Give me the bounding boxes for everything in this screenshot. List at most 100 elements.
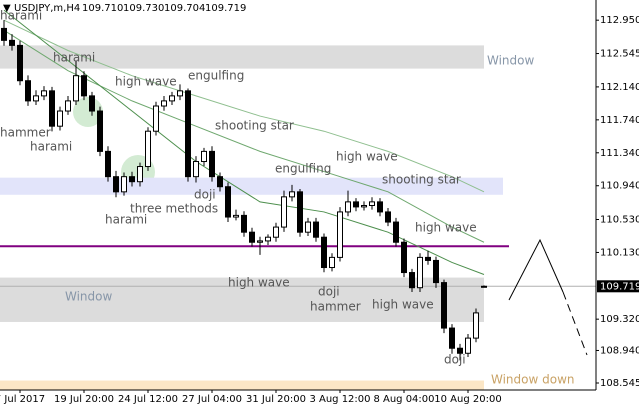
candle-body (113, 176, 119, 193)
zone (0, 45, 484, 69)
x-tick-label: 31 Jul 20:00 (246, 394, 306, 405)
candle-body (361, 205, 367, 208)
y-tick-label: 111.340 (600, 148, 639, 159)
ohlc: 109.730 (123, 3, 164, 14)
candle-body (73, 75, 79, 102)
y-tick-label: 109.320 (600, 314, 639, 325)
annotation: harami (30, 140, 72, 154)
annotation: high wave (336, 150, 398, 164)
candle-body (89, 95, 95, 112)
annotation: harami (105, 213, 147, 227)
candle-body (281, 196, 287, 228)
candle-body (209, 150, 215, 178)
annotation: engulfing (188, 69, 244, 83)
candle-body (465, 337, 471, 354)
candle-body (105, 150, 111, 178)
ohlc: 109.704 (164, 3, 205, 14)
candle-body (273, 226, 279, 238)
x-tick-label: 10 Aug 20:00 (434, 394, 501, 405)
candle-body (177, 90, 183, 97)
zone-label: Window (65, 290, 113, 304)
candle-body (193, 161, 199, 178)
candle-body (1, 27, 7, 41)
x-tick-label: 19 Jul 20:00 (54, 394, 114, 405)
candle-body (257, 240, 263, 243)
candle-body (17, 44, 23, 82)
annotation: three methods (130, 202, 218, 216)
zone-label: Window (487, 54, 535, 68)
candle-body (369, 201, 375, 207)
candle-body (249, 231, 255, 243)
candle-body (81, 75, 87, 97)
candle-body (41, 90, 47, 97)
annotation: hammer (310, 300, 361, 314)
x-tick-label: 8 Aug 04:00 (373, 394, 434, 405)
y-tick-label: 110.130 (600, 247, 639, 258)
candle-body (449, 327, 455, 349)
candle-body (441, 282, 447, 329)
y-tick-label: 112.545 (600, 49, 639, 60)
zone (0, 277, 484, 322)
annotation: doji (194, 188, 216, 202)
moving-average (3, 19, 485, 193)
annotation: engulfing (275, 162, 331, 176)
candle-body (457, 347, 463, 354)
candle-body (425, 256, 431, 261)
zone (0, 380, 484, 390)
projection (508, 238, 564, 301)
candle-body (145, 130, 151, 168)
projection (562, 291, 588, 356)
annotation: harami (0, 9, 42, 23)
candle-body (129, 176, 135, 183)
candle-body (385, 211, 391, 223)
candle-body (289, 191, 295, 198)
y-tick-label: 110.940 (600, 181, 639, 192)
annotation: harami (53, 51, 95, 65)
annotation: high wave (372, 298, 434, 312)
annotation: high wave (415, 221, 477, 235)
x-tick-label: 3 Aug 12:00 (309, 394, 370, 405)
moving-average (3, 29, 485, 243)
candle-body (401, 241, 407, 274)
y-tick-label: 112.950 (600, 15, 639, 26)
candle-body (65, 100, 71, 112)
y-tick-label: 108.940 (600, 345, 639, 356)
zone-label: Window down (491, 373, 575, 387)
candle-body (57, 110, 63, 127)
candle-body (409, 272, 415, 289)
candle-body (297, 191, 303, 233)
y-tick-label: 110.530 (600, 215, 639, 226)
highlight (73, 97, 103, 127)
candle-body (353, 201, 359, 208)
annotation: shooting star (382, 173, 461, 187)
x-tick-label: 7 Jul 2017 (0, 394, 45, 405)
price-tag (597, 280, 639, 293)
candle-body (473, 312, 479, 339)
candle-body (169, 95, 175, 102)
candle-body (265, 236, 271, 242)
price-tag-label: 109.719 (600, 281, 639, 292)
candle-body (337, 211, 343, 258)
candle-body (201, 150, 207, 163)
y-tick-label: 111.740 (600, 115, 639, 126)
arrow: ▼ (3, 3, 11, 14)
candle-body (25, 80, 31, 102)
candle-body (481, 285, 487, 288)
candle-body (153, 105, 159, 132)
candle-body (345, 201, 351, 213)
candle-body (321, 236, 327, 269)
candle-body (161, 100, 167, 107)
y-tick-label: 112.140 (600, 82, 639, 93)
annotation: high wave (228, 276, 290, 290)
candle-body (217, 176, 223, 188)
x-tick-label: 27 Jul 04:00 (182, 394, 242, 405)
candle-body (137, 166, 143, 183)
candle-body (241, 214, 247, 233)
x-tick-label: 24 Jul 12:00 (118, 394, 178, 405)
candle-body (433, 259, 439, 284)
annotation: doji (444, 353, 466, 367)
candle-body (121, 176, 127, 193)
candle-body (377, 201, 383, 213)
moving-average (3, 9, 485, 275)
